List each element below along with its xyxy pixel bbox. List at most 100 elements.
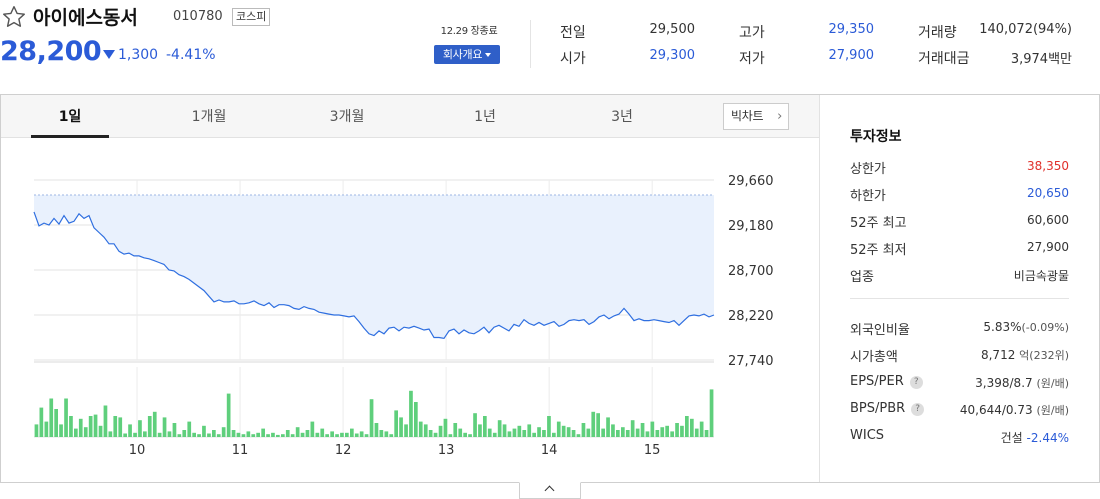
volume-bar <box>271 432 275 437</box>
volume-bar <box>246 431 251 437</box>
help-icon[interactable]: ? <box>911 403 925 416</box>
volume-bar <box>364 434 369 437</box>
volume-bar <box>527 424 532 437</box>
tab-1month[interactable]: 1개월 <box>191 109 227 125</box>
volume-bar <box>591 411 596 437</box>
volume-bar <box>532 432 536 437</box>
volume-bar <box>483 416 487 437</box>
volume-bar <box>389 434 394 437</box>
volume-bar <box>162 417 167 437</box>
volume-bar <box>276 434 280 437</box>
invest-info-title: 투자정보 <box>850 129 902 145</box>
bps-pbr-figures: 40,644/0.73 <box>959 403 1033 417</box>
low52-label: 52주 최저 <box>850 243 907 258</box>
volume-bar <box>300 432 305 437</box>
volume-bar <box>39 407 44 437</box>
volume-bar <box>354 433 359 437</box>
volume-bar <box>596 413 600 437</box>
volume-bar <box>325 434 329 437</box>
volume-label: 거래량 <box>918 25 957 41</box>
volume-bar <box>59 424 63 437</box>
volume-bar <box>487 428 492 437</box>
volume-bar <box>128 424 132 437</box>
volume-bar <box>473 413 477 437</box>
volume-bar <box>187 421 192 437</box>
volume-bar <box>118 417 123 437</box>
volume-bar <box>138 420 142 437</box>
eps-per-value: 3,398/8.7 (원/배) <box>975 375 1069 391</box>
volume-bar <box>463 432 467 437</box>
volume-bar <box>630 420 635 437</box>
market-cap-label: 시가총액 <box>850 350 898 365</box>
volume-bar <box>103 405 108 437</box>
period-tabs: 1일 1개월 3개월 1년 3년 빅차트 › <box>1 95 819 138</box>
volume-bar <box>236 432 241 437</box>
volume-bar <box>93 414 98 437</box>
caret-down-icon <box>485 53 492 57</box>
tab-1year[interactable]: 1년 <box>474 109 496 125</box>
volume-bar <box>241 434 246 437</box>
volume-bar <box>601 428 605 437</box>
volume-bar <box>384 431 389 437</box>
volume-bar <box>625 430 630 437</box>
stock-code: 010780 <box>173 9 223 24</box>
volume-bar <box>512 428 517 437</box>
stock-header: 아이에스동서 010780 코스피 28,200 1,300 -4.41% <box>0 0 430 80</box>
volume-bar <box>685 416 689 437</box>
volume-bar <box>517 425 522 437</box>
volume-bar <box>428 430 433 437</box>
eps-per-figures: 3,398/8.7 <box>975 376 1033 390</box>
tab-1day[interactable]: 1일 <box>58 109 82 125</box>
volume-bar <box>655 430 660 437</box>
y-axis-label: 29,180 <box>728 219 774 234</box>
bps-pbr-value: 40,644/0.73 (원/배) <box>960 402 1069 418</box>
company-overview-button[interactable]: 회사개요 <box>434 45 500 64</box>
bps-pbr-unit: (원/배) <box>1036 404 1069 417</box>
tab-3year[interactable]: 3년 <box>611 109 633 125</box>
prev-close-label: 전일 <box>560 25 586 41</box>
volume-bar <box>216 434 221 437</box>
volume-bar <box>566 427 571 437</box>
volume-bar <box>369 399 374 437</box>
volume-bar <box>704 430 709 437</box>
volume-bar <box>448 434 453 437</box>
volume-bar <box>665 425 669 437</box>
volume-bar <box>379 430 384 437</box>
volume-bar <box>69 416 73 437</box>
wics-sector: 건설 <box>1000 431 1023 445</box>
volume-bar <box>345 432 349 437</box>
price-chart[interactable]: 29,660 29,180 28,700 28,220 27,740 10 11 12 13 14… <box>1 138 819 482</box>
collapse-button[interactable] <box>519 482 581 499</box>
volume-bar <box>285 430 290 437</box>
volume-bar <box>571 430 576 437</box>
volume-bar <box>295 427 300 437</box>
volume-bar <box>418 421 423 437</box>
foreign-ratio-change: (-0.09%) <box>1021 321 1070 334</box>
volume-bar <box>414 402 418 437</box>
volume-bar <box>133 432 137 437</box>
volume-bar <box>261 428 265 437</box>
star-icon[interactable] <box>1 4 27 30</box>
volume-bar <box>680 425 684 437</box>
help-icon[interactable]: ? <box>909 376 923 389</box>
wics-value[interactable]: 건설 -2.44% <box>1001 429 1069 446</box>
volume-bar <box>202 425 206 437</box>
volume-bar <box>443 418 448 437</box>
market-cap-value: 8,712 억(232위) <box>981 347 1069 363</box>
volume-bar <box>645 431 650 437</box>
volume-bar <box>143 431 147 437</box>
industry-value[interactable]: 비금속광물 <box>1013 269 1069 283</box>
volume-bar <box>281 434 285 437</box>
volume-bar <box>315 432 320 437</box>
y-axis-label: 27,740 <box>728 354 774 369</box>
big-chart-button[interactable]: 빅차트 › <box>723 103 789 130</box>
volume-bar <box>433 432 438 437</box>
industry-label: 업종 <box>850 270 874 285</box>
x-axis-label: 15 <box>644 443 661 458</box>
market-close-info: 12.29 장종료 <box>440 26 498 37</box>
stock-name: 아이에스동서 <box>33 7 138 29</box>
chevron-right-icon: › <box>777 109 782 124</box>
volume-bar <box>256 432 260 437</box>
volume-bar <box>108 431 113 437</box>
tab-3month[interactable]: 3개월 <box>329 109 365 125</box>
